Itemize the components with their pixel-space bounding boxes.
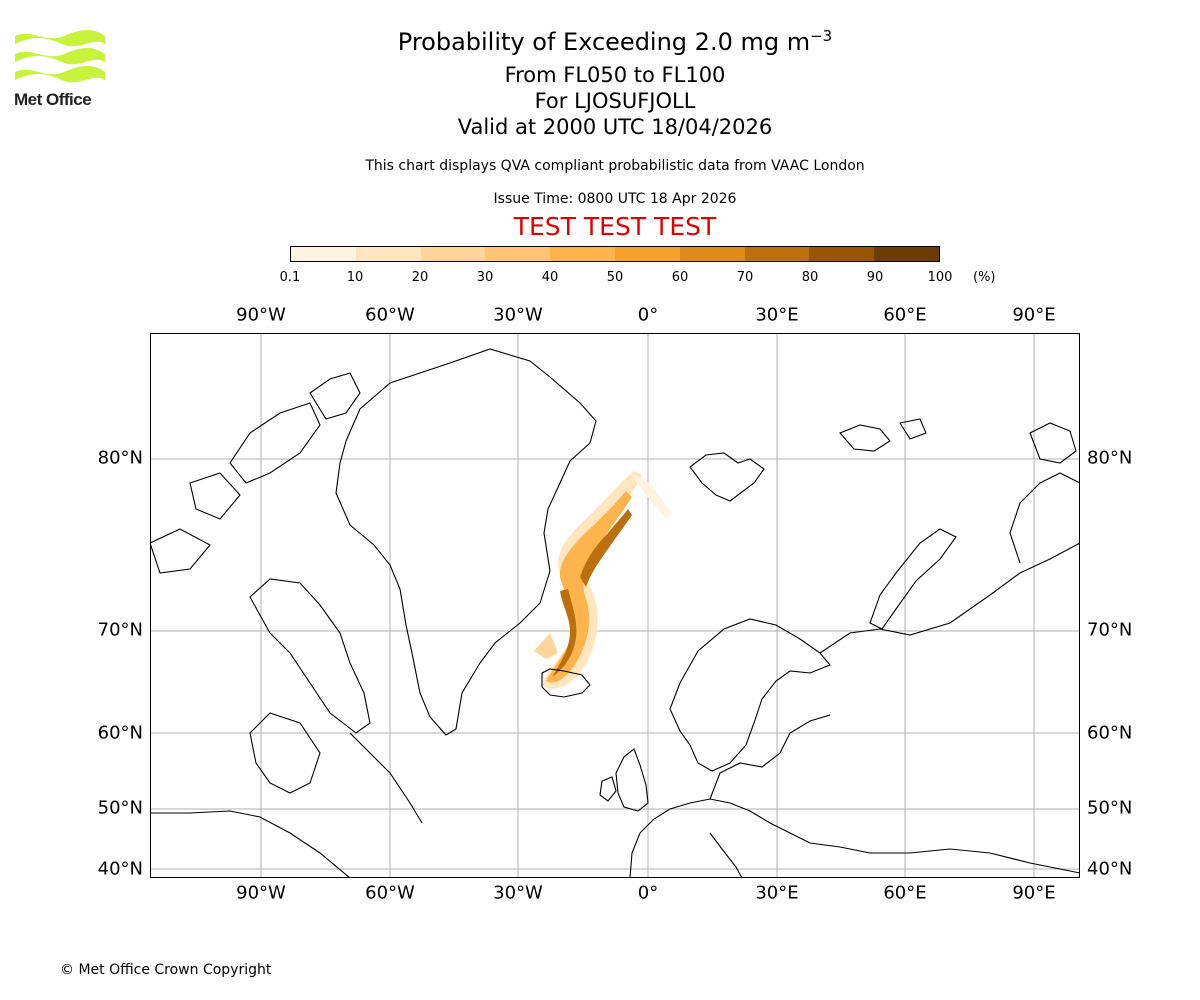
lon-label-bottom: 90°W — [236, 882, 286, 904]
colorbar-segment-7 — [744, 247, 810, 261]
colorbar-segment-9 — [874, 247, 939, 261]
plume-mid — [546, 491, 632, 683]
colorbar-segment-8 — [809, 247, 875, 261]
colorbar-tick-label: 20 — [411, 270, 429, 285]
colorbar-tick-label: 40 — [541, 270, 559, 285]
colorbar-tick-label: 10 — [346, 270, 364, 285]
test-banner: TEST TEST TEST — [513, 212, 717, 241]
lon-label-bottom: 30°E — [755, 882, 799, 904]
colorbar-segment-6 — [679, 247, 745, 261]
coast-severnaya-zemlya — [1029, 422, 1077, 464]
coast-siberia — [1009, 472, 1080, 564]
plume-tail — [630, 473, 672, 519]
colorbar-segment-1 — [355, 247, 421, 261]
map-frame — [150, 333, 1080, 878]
flight-levels: From FL050 to FL100 — [504, 63, 726, 87]
colorbar-segment-2 — [420, 247, 486, 261]
colorbar-segment-0 — [291, 247, 356, 261]
coast-italy — [709, 832, 743, 878]
lon-label-bottom: 0° — [637, 882, 659, 904]
coast-greenland — [335, 348, 597, 736]
colorbar-tick-label: 70 — [736, 270, 754, 285]
volcano-name: For LJOSUFJOLL — [534, 89, 696, 113]
coast-scandinavia — [669, 618, 831, 772]
chart-title: Probability of Exceeding 2.0 mg m−3 — [0, 27, 1200, 56]
lon-label-bottom: 90°E — [1012, 882, 1056, 904]
coast-iceland — [541, 668, 591, 698]
coast-europe-mainland — [629, 798, 1080, 878]
plume-outer — [542, 471, 642, 689]
met-office-logo-waves — [15, 30, 105, 83]
lon-label-top: 90°E — [1012, 304, 1056, 326]
lat-label-left: 60°N — [97, 722, 143, 744]
colorbar-segment-3 — [485, 247, 551, 261]
colorbar-tick-label: 30 — [476, 270, 494, 285]
coast-ireland — [599, 776, 617, 802]
map-panel — [150, 333, 1080, 878]
coast-russia-north — [819, 542, 1080, 654]
valid-time: Valid at 2000 UTC 18/04/2026 — [457, 115, 773, 139]
coast-ellesmere-island — [309, 372, 361, 420]
plume-west-lobe — [534, 633, 558, 659]
colorbar-tick-label: 100 — [927, 270, 953, 285]
coast-franz-josef-land — [839, 418, 927, 452]
lon-label-top: 60°E — [883, 304, 927, 326]
met-office-logo: Met Office — [14, 30, 109, 112]
lon-label-top: 90°W — [236, 304, 286, 326]
colorbar-tick-label: 60 — [671, 270, 689, 285]
colorbar-tick-label: 50 — [606, 270, 624, 285]
lon-label-bottom: 60°E — [883, 882, 927, 904]
coast-great-britain — [615, 748, 649, 812]
coast-north-america-mainland — [150, 810, 351, 878]
lat-label-left: 70°N — [97, 619, 143, 641]
lon-label-bottom: 60°W — [365, 882, 415, 904]
coast-hudson-bay — [249, 712, 321, 794]
coast-baltic — [709, 714, 831, 800]
chart-title-superscript: −3 — [810, 27, 833, 45]
met-office-logo-text: Met Office — [14, 90, 92, 109]
coast-svalbard — [689, 452, 765, 502]
lon-label-top: 60°W — [365, 304, 415, 326]
coast-novaya-zemlya — [869, 528, 957, 630]
chart-title-text: Probability of Exceeding 2.0 mg m — [397, 28, 811, 56]
lon-label-top: 30°E — [755, 304, 799, 326]
lat-label-right: 80°N — [1087, 447, 1133, 469]
lon-label-top: 0° — [637, 304, 659, 326]
lat-label-left: 80°N — [97, 447, 143, 469]
lat-label-right: 40°N — [1087, 858, 1133, 880]
colorbar-segment-5 — [614, 247, 680, 261]
chart-subtitle: This chart displays QVA compliant probab… — [365, 158, 865, 174]
lat-label-right: 70°N — [1087, 619, 1133, 641]
colorbar-tick-label: 80 — [801, 270, 819, 285]
colorbar-tick-label: 0.1 — [279, 270, 301, 285]
lon-label-top: 30°W — [493, 304, 543, 326]
copyright: © Met Office Crown Copyright — [60, 962, 272, 978]
lat-label-left: 40°N — [97, 858, 143, 880]
issue-time: Issue Time: 0800 UTC 18 Apr 2026 — [493, 191, 737, 207]
colorbar — [290, 246, 940, 262]
colorbar-segment-4 — [550, 247, 615, 261]
lon-label-bottom: 30°W — [493, 882, 543, 904]
ash-plume — [534, 471, 672, 689]
coast-canadian-arctic — [150, 402, 321, 574]
colorbar-ticks: 0.1 10 20 30 40 50 60 70 80 90 100 — [0, 270, 1200, 290]
lat-label-right: 60°N — [1087, 722, 1133, 744]
plume-core — [552, 509, 632, 677]
lat-label-left: 50°N — [97, 797, 143, 819]
lat-label-right: 50°N — [1087, 797, 1133, 819]
colorbar-unit: (%) — [973, 270, 996, 285]
coastlines — [150, 348, 1080, 878]
coast-baffin-island — [249, 578, 371, 734]
coast-labrador — [349, 732, 423, 824]
gridlines — [150, 333, 1080, 878]
colorbar-tick-label: 90 — [866, 270, 884, 285]
